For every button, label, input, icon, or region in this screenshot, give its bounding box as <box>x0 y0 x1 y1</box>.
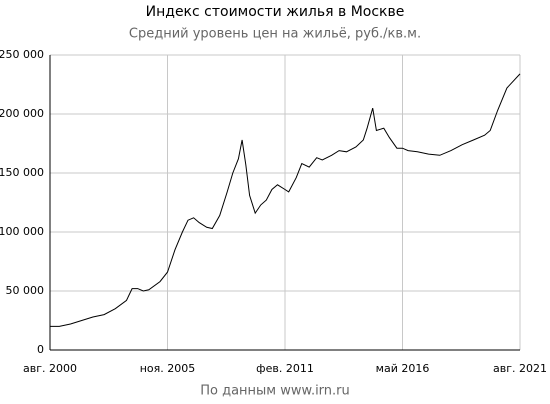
y-tick-label: 0 <box>37 343 44 356</box>
y-tick-label: 100 000 <box>0 225 44 238</box>
x-tick-label: авг. 2000 <box>23 362 77 375</box>
source: По данным www.irn.ru <box>200 384 350 399</box>
x-tick-label: авг. 2021 <box>493 362 547 375</box>
chart-title: Индекс стоимости жилья в Москве <box>146 4 405 20</box>
chart-subtitle: Средний уровень цен на жильё, руб./кв.м. <box>129 27 421 42</box>
y-tick-label: 50 000 <box>6 284 45 297</box>
x-tick-label: фев. 2011 <box>256 362 314 375</box>
x-tick-label: май 2016 <box>376 362 430 375</box>
y-tick-label: 200 000 <box>0 107 44 120</box>
y-tick-label: 250 000 <box>0 48 44 61</box>
y-tick-label: 150 000 <box>0 166 44 179</box>
data-line <box>50 73 521 327</box>
x-tick-label: ноя. 2005 <box>140 362 196 375</box>
